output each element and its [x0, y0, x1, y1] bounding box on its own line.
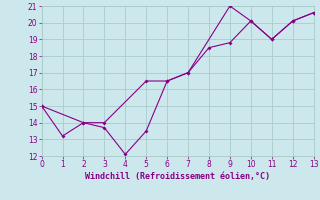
X-axis label: Windchill (Refroidissement éolien,°C): Windchill (Refroidissement éolien,°C) [85, 172, 270, 181]
